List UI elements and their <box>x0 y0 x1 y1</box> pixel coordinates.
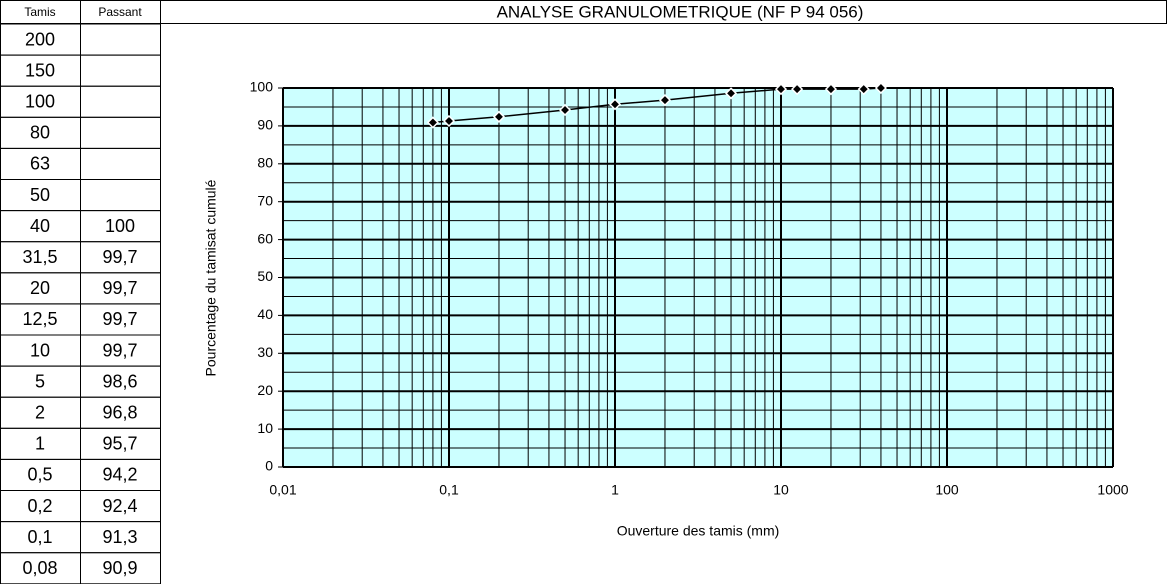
x-tick-label: 0,1 <box>439 482 459 498</box>
table-cell-text: 63 <box>30 154 50 174</box>
y-tick-label: 0 <box>265 458 273 474</box>
table-cell-text: 1 <box>35 434 45 454</box>
y-tick-label: 100 <box>250 79 274 95</box>
table-cell <box>80 179 161 212</box>
y-tick-label: 10 <box>257 420 273 436</box>
table-cell <box>80 54 161 87</box>
data-point <box>492 110 506 123</box>
table-cell-text: 99,7 <box>102 278 137 298</box>
data-point <box>857 83 870 96</box>
data-point <box>658 94 672 107</box>
x-tick-label: 0,01 <box>269 482 296 498</box>
data-point <box>791 83 804 96</box>
table-cell-text: 150 <box>25 60 55 80</box>
table-cell <box>80 147 161 180</box>
table-cell <box>80 116 161 149</box>
y-axis-label: Pourcentage du tamisat cumulé <box>203 179 219 376</box>
table-cell-text: 0,5 <box>27 465 52 485</box>
x-tick-label: 1000 <box>1097 482 1128 498</box>
table-cell-text: 10 <box>30 340 50 360</box>
table-cell-text: 100 <box>25 92 55 112</box>
table-cell-text: 50 <box>30 185 50 205</box>
table-cell-text: 99,7 <box>102 247 137 267</box>
y-tick-label: 20 <box>257 382 273 398</box>
table-cell-text: 0,1 <box>27 527 52 547</box>
table-cell <box>80 85 161 118</box>
table-cell-text: 95,7 <box>102 434 137 454</box>
data-point <box>608 98 622 111</box>
y-tick-label: 50 <box>257 268 273 284</box>
y-tick-label: 30 <box>257 344 273 360</box>
table-cell-text: 5 <box>35 371 45 391</box>
x-tick-label: 1 <box>611 482 619 498</box>
y-tick-label: 90 <box>257 117 273 133</box>
y-tick-label: 70 <box>257 192 273 208</box>
table-cell-text: 98,6 <box>102 371 137 391</box>
table-cell-text: 31,5 <box>22 247 57 267</box>
data-point <box>442 114 456 128</box>
x-tick-label: 10 <box>773 482 789 498</box>
table-cell-text: 99,7 <box>102 309 137 329</box>
table-header: Passant <box>98 5 142 19</box>
table-cell-text: 12,5 <box>22 309 57 329</box>
data-point <box>774 83 788 96</box>
table-cell-text: 94,2 <box>102 465 137 485</box>
table-cell <box>80 23 161 56</box>
chart-title: ANALYSE GRANULOMETRIQUE (NF P 94 056) <box>497 2 864 21</box>
table-cell-text: 20 <box>30 278 50 298</box>
y-tick-label: 40 <box>257 306 273 322</box>
table-cell-text: 100 <box>105 216 135 236</box>
table-cell-text: 96,8 <box>102 403 137 423</box>
table-cell-text: 91,3 <box>102 527 137 547</box>
data-point <box>824 83 838 96</box>
table-cell-text: 0,2 <box>27 496 52 516</box>
table-cell-text: 99,7 <box>102 340 137 360</box>
data-point <box>874 81 888 95</box>
x-tick-label: 100 <box>935 482 959 498</box>
x-axis-label: Ouverture des tamis (mm) <box>617 523 780 539</box>
table-cell-text: 90,9 <box>102 558 137 578</box>
table-cell-text: 80 <box>30 123 50 143</box>
table-header: Tamis <box>24 5 55 19</box>
data-point <box>558 103 572 117</box>
y-tick-label: 60 <box>257 230 273 246</box>
table-cell-text: 200 <box>25 29 55 49</box>
y-tick-label: 80 <box>257 155 273 171</box>
data-point <box>724 87 738 100</box>
table-cell-text: 2 <box>35 403 45 423</box>
table-cell-text: 0,08 <box>22 558 57 578</box>
data-point <box>426 116 439 129</box>
table-cell-text: 40 <box>30 216 50 236</box>
table-cell-text: 92,4 <box>102 496 137 516</box>
